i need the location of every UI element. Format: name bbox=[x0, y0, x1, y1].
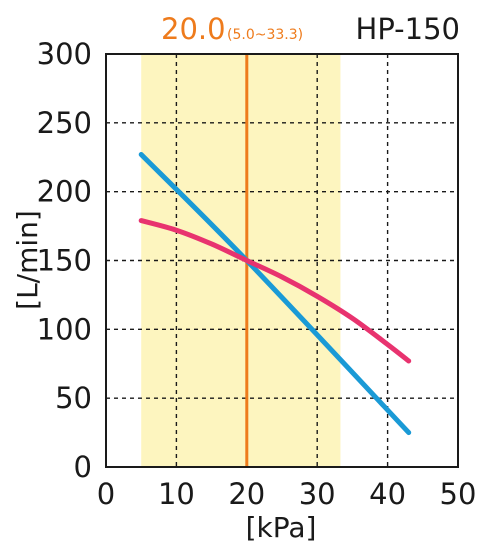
y-tick-label: 250 bbox=[37, 106, 92, 140]
tick-label-layer: 0 10 20 30 40 50 0 50 100 150 200 250 300 bbox=[37, 37, 477, 511]
model-label: HP-150 bbox=[356, 12, 460, 46]
y-tick-label: 0 bbox=[74, 450, 92, 484]
y-axis-label: [L/min] bbox=[11, 210, 44, 310]
y-tick-label: 50 bbox=[55, 381, 92, 415]
plot-frame bbox=[105, 53, 459, 468]
x-tick-label: 0 bbox=[97, 477, 115, 511]
x-tick-label: 50 bbox=[440, 477, 477, 511]
x-tick-label: 10 bbox=[158, 477, 195, 511]
x-tick-label: 30 bbox=[299, 477, 336, 511]
y-tick-label: 200 bbox=[37, 175, 92, 209]
rated-pressure-range-label: (5.0~33.3) bbox=[227, 27, 303, 43]
y-tick-label: 150 bbox=[37, 244, 92, 278]
series-layer bbox=[138, 151, 412, 436]
x-axis-label: [kPa] bbox=[246, 511, 317, 544]
rated-pressure-label: 20.0 bbox=[161, 12, 226, 46]
y-tick-label: 100 bbox=[37, 312, 92, 346]
plot-frame-layer bbox=[105, 53, 459, 468]
series-line-2 bbox=[138, 218, 412, 364]
x-tick-label: 40 bbox=[369, 477, 406, 511]
y-tick-label: 300 bbox=[37, 37, 92, 71]
x-tick-label: 20 bbox=[228, 477, 265, 511]
